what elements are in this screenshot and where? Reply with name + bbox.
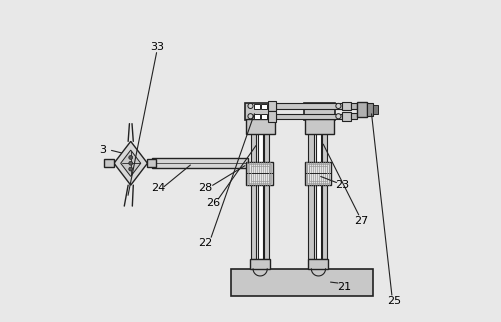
Text: 23: 23 [335, 180, 349, 190]
Polygon shape [114, 141, 147, 185]
Bar [246, 119, 275, 134]
Bar [264, 180, 270, 259]
Bar [246, 162, 273, 185]
Circle shape [129, 167, 133, 171]
Bar [351, 113, 357, 119]
Bar [104, 159, 114, 167]
Text: 33: 33 [150, 42, 164, 52]
Bar [305, 119, 334, 134]
Bar [268, 111, 276, 122]
Bar [250, 119, 256, 163]
Bar [261, 114, 267, 119]
Bar [316, 119, 321, 163]
Text: 24: 24 [152, 183, 166, 194]
Bar [367, 103, 373, 116]
Bar [248, 164, 271, 183]
Bar [309, 119, 314, 163]
Text: 28: 28 [198, 183, 212, 194]
Bar [264, 119, 270, 163]
Bar [152, 158, 248, 168]
Circle shape [336, 103, 341, 109]
Text: 26: 26 [206, 198, 220, 208]
Bar [276, 114, 342, 119]
Text: 22: 22 [198, 238, 212, 248]
Bar [342, 102, 351, 110]
Bar [316, 180, 321, 259]
Bar [305, 162, 331, 185]
Bar [147, 159, 156, 167]
Bar [268, 101, 276, 111]
Circle shape [129, 161, 133, 165]
Bar [250, 180, 256, 259]
Bar [258, 119, 263, 163]
Bar [342, 112, 351, 121]
Bar [258, 180, 263, 259]
Bar [309, 180, 314, 259]
Text: 21: 21 [337, 281, 351, 292]
Circle shape [336, 114, 341, 119]
Bar [244, 103, 276, 120]
Bar [254, 104, 260, 109]
Circle shape [248, 103, 253, 109]
Bar [373, 105, 378, 114]
Polygon shape [121, 150, 141, 176]
Bar [322, 180, 328, 259]
Bar [250, 166, 269, 181]
Bar [309, 166, 327, 181]
Bar [322, 119, 328, 163]
Circle shape [129, 156, 133, 159]
Bar [261, 104, 267, 109]
Text: 3: 3 [99, 145, 106, 155]
Bar [254, 114, 260, 119]
Text: 27: 27 [355, 215, 369, 226]
Bar [357, 102, 367, 117]
Bar [276, 103, 342, 109]
Text: 25: 25 [387, 296, 401, 306]
Bar [231, 269, 373, 296]
Bar [304, 103, 335, 120]
Bar [309, 259, 329, 269]
Bar [250, 259, 270, 269]
Bar [307, 164, 329, 183]
Circle shape [248, 114, 253, 119]
Bar [351, 103, 357, 109]
